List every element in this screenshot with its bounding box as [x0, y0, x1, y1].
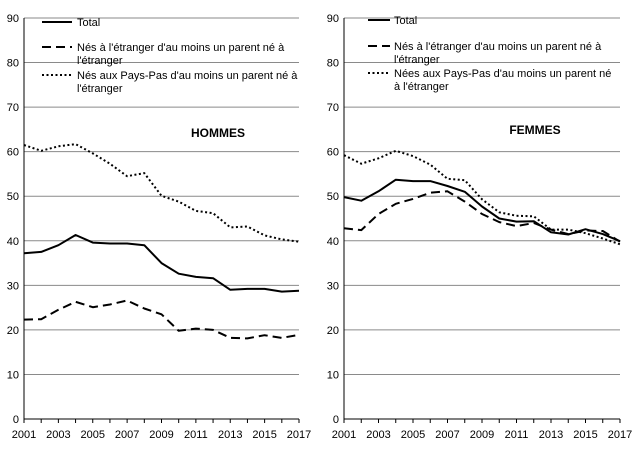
y-tick-label: 40 [7, 236, 19, 248]
x-tick-label: 2005 [401, 429, 425, 441]
legend-entry: Nés à l'étranger d'au moins un parent né… [77, 42, 285, 67]
y-tick-label: 10 [327, 369, 339, 381]
x-tick-label: 2005 [81, 429, 105, 441]
y-tick-label: 20 [327, 325, 339, 337]
x-tick-label: 2003 [366, 429, 390, 441]
y-tick-label: 70 [327, 102, 339, 114]
chart-panel-hommes: 0 10 20 30 40 50 60 70 80 90 2001 2003 2005 2007 2009 2… [7, 13, 311, 441]
x-tick-label: 2009 [470, 429, 494, 441]
series-line-dashed [23, 299, 300, 340]
y-tick-label: 80 [327, 58, 339, 70]
y-tick-label: 80 [7, 58, 19, 70]
x-tick-label: 2003 [46, 429, 70, 441]
y-tick-label: 30 [7, 280, 19, 292]
x-tick-label: 2011 [184, 429, 208, 441]
legend-entry: Nés à l'étranger d'au moins un parent né… [394, 41, 602, 66]
series-line-dotted [23, 143, 300, 243]
panel-title: HOMMES [191, 126, 245, 140]
y-tick-label: 90 [327, 13, 339, 25]
legend-entry: Nées aux Pays-Pas d'au moins un parent n… [394, 68, 611, 93]
y-tick-label: 20 [7, 325, 19, 337]
y-tick-label: 40 [327, 236, 339, 248]
series-line-dashed [343, 190, 621, 243]
y-tick-label: 60 [327, 147, 339, 159]
series-line-dotted [343, 149, 621, 246]
legend-entry: Nés aux Pays-Pas d'au moins un parent né… [77, 70, 298, 95]
x-tick-label: 2007 [115, 429, 139, 441]
x-tick-label: 2017 [608, 429, 632, 441]
x-tick-label: 2011 [505, 429, 529, 441]
legend-entry: Total [77, 17, 100, 29]
y-tick-label: 30 [327, 280, 339, 292]
series-line-solid [23, 234, 300, 293]
x-tick-label: 2015 [573, 429, 597, 441]
x-tick-label: 2013 [539, 429, 563, 441]
x-tick-label: 2001 [12, 429, 36, 441]
x-tick-label: 2007 [435, 429, 459, 441]
y-tick-label: 90 [7, 13, 19, 25]
y-tick-label: 60 [7, 147, 19, 159]
x-tick-label: 2001 [332, 429, 356, 441]
x-tick-label: 2009 [149, 429, 173, 441]
y-tick-label: 70 [7, 102, 19, 114]
x-tick-label: 2015 [252, 429, 276, 441]
y-tick-label: 50 [327, 191, 339, 203]
y-tick-label: 50 [7, 191, 19, 203]
y-tick-label: 10 [7, 369, 19, 381]
y-tick-label: 0 [13, 414, 19, 426]
y-tick-label: 0 [333, 414, 339, 426]
legend-entry: Total [394, 15, 417, 27]
x-tick-label: 2013 [218, 429, 242, 441]
chart-panel-femmes: 0 10 20 30 40 50 60 70 80 90 2001 2003 2005 2007 2009 2… [327, 13, 632, 441]
x-tick-label: 2017 [287, 429, 311, 441]
panel-title: FEMMES [509, 123, 560, 137]
